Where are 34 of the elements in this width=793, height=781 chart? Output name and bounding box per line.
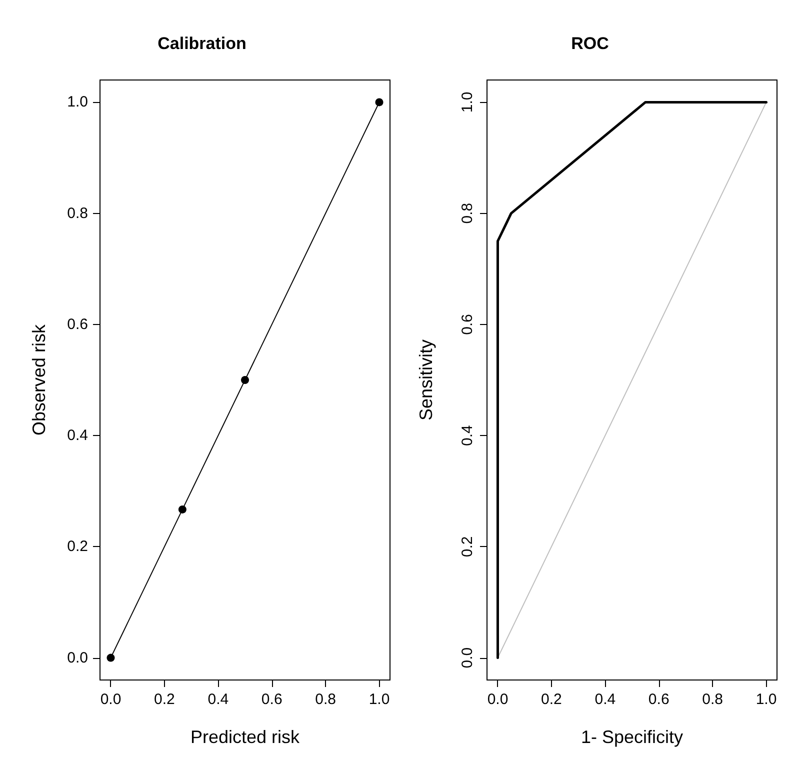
point	[178, 505, 186, 514]
x-tick-label: 0.2	[541, 691, 562, 708]
y-tick-label: 0.8	[67, 204, 88, 222]
point	[241, 376, 249, 384]
y-tick-label: 0.4	[67, 427, 88, 444]
y-axis-title: Sensitivity	[416, 339, 436, 421]
y-tick-label: 0.6	[459, 314, 476, 335]
x-tick-label: 1.0	[368, 691, 390, 708]
y-tick-label: 0.8	[459, 202, 476, 224]
y-tick-label: 0.2	[459, 536, 476, 558]
x-tick-label: 0.4	[208, 691, 229, 708]
y-tick-label: 0.0	[67, 649, 88, 666]
x-tick-label: 0.2	[154, 691, 175, 708]
x-tick-label: 0.6	[648, 691, 670, 708]
x-tick-label: 0.0	[487, 691, 508, 708]
y-axis-title: Observed risk	[29, 323, 49, 436]
y-tick-label: 1.0	[459, 92, 476, 113]
point	[106, 654, 115, 662]
x-tick-label: 1.0	[756, 691, 777, 708]
chart-title: ROC	[571, 34, 609, 53]
point	[375, 98, 384, 106]
y-tick-label: 0.0	[459, 647, 476, 668]
y-tick-label: 0.4	[459, 425, 476, 446]
x-axis-title: 1- Specificity	[580, 727, 684, 747]
x-tick-label: 0.6	[261, 691, 282, 708]
y-tick-label: 0.2	[67, 538, 88, 556]
x-tick-label: 0.8	[702, 691, 723, 708]
x-tick-label: 0.8	[315, 691, 336, 708]
x-tick-label: 0.0	[100, 691, 122, 708]
y-tick-label: 0.6	[67, 316, 88, 333]
x-tick-label: 0.4	[594, 691, 616, 708]
chart-title: Calibration	[158, 34, 246, 53]
y-tick-label: 1.0	[67, 94, 88, 111]
x-axis-title: Predicted risk	[190, 727, 301, 747]
